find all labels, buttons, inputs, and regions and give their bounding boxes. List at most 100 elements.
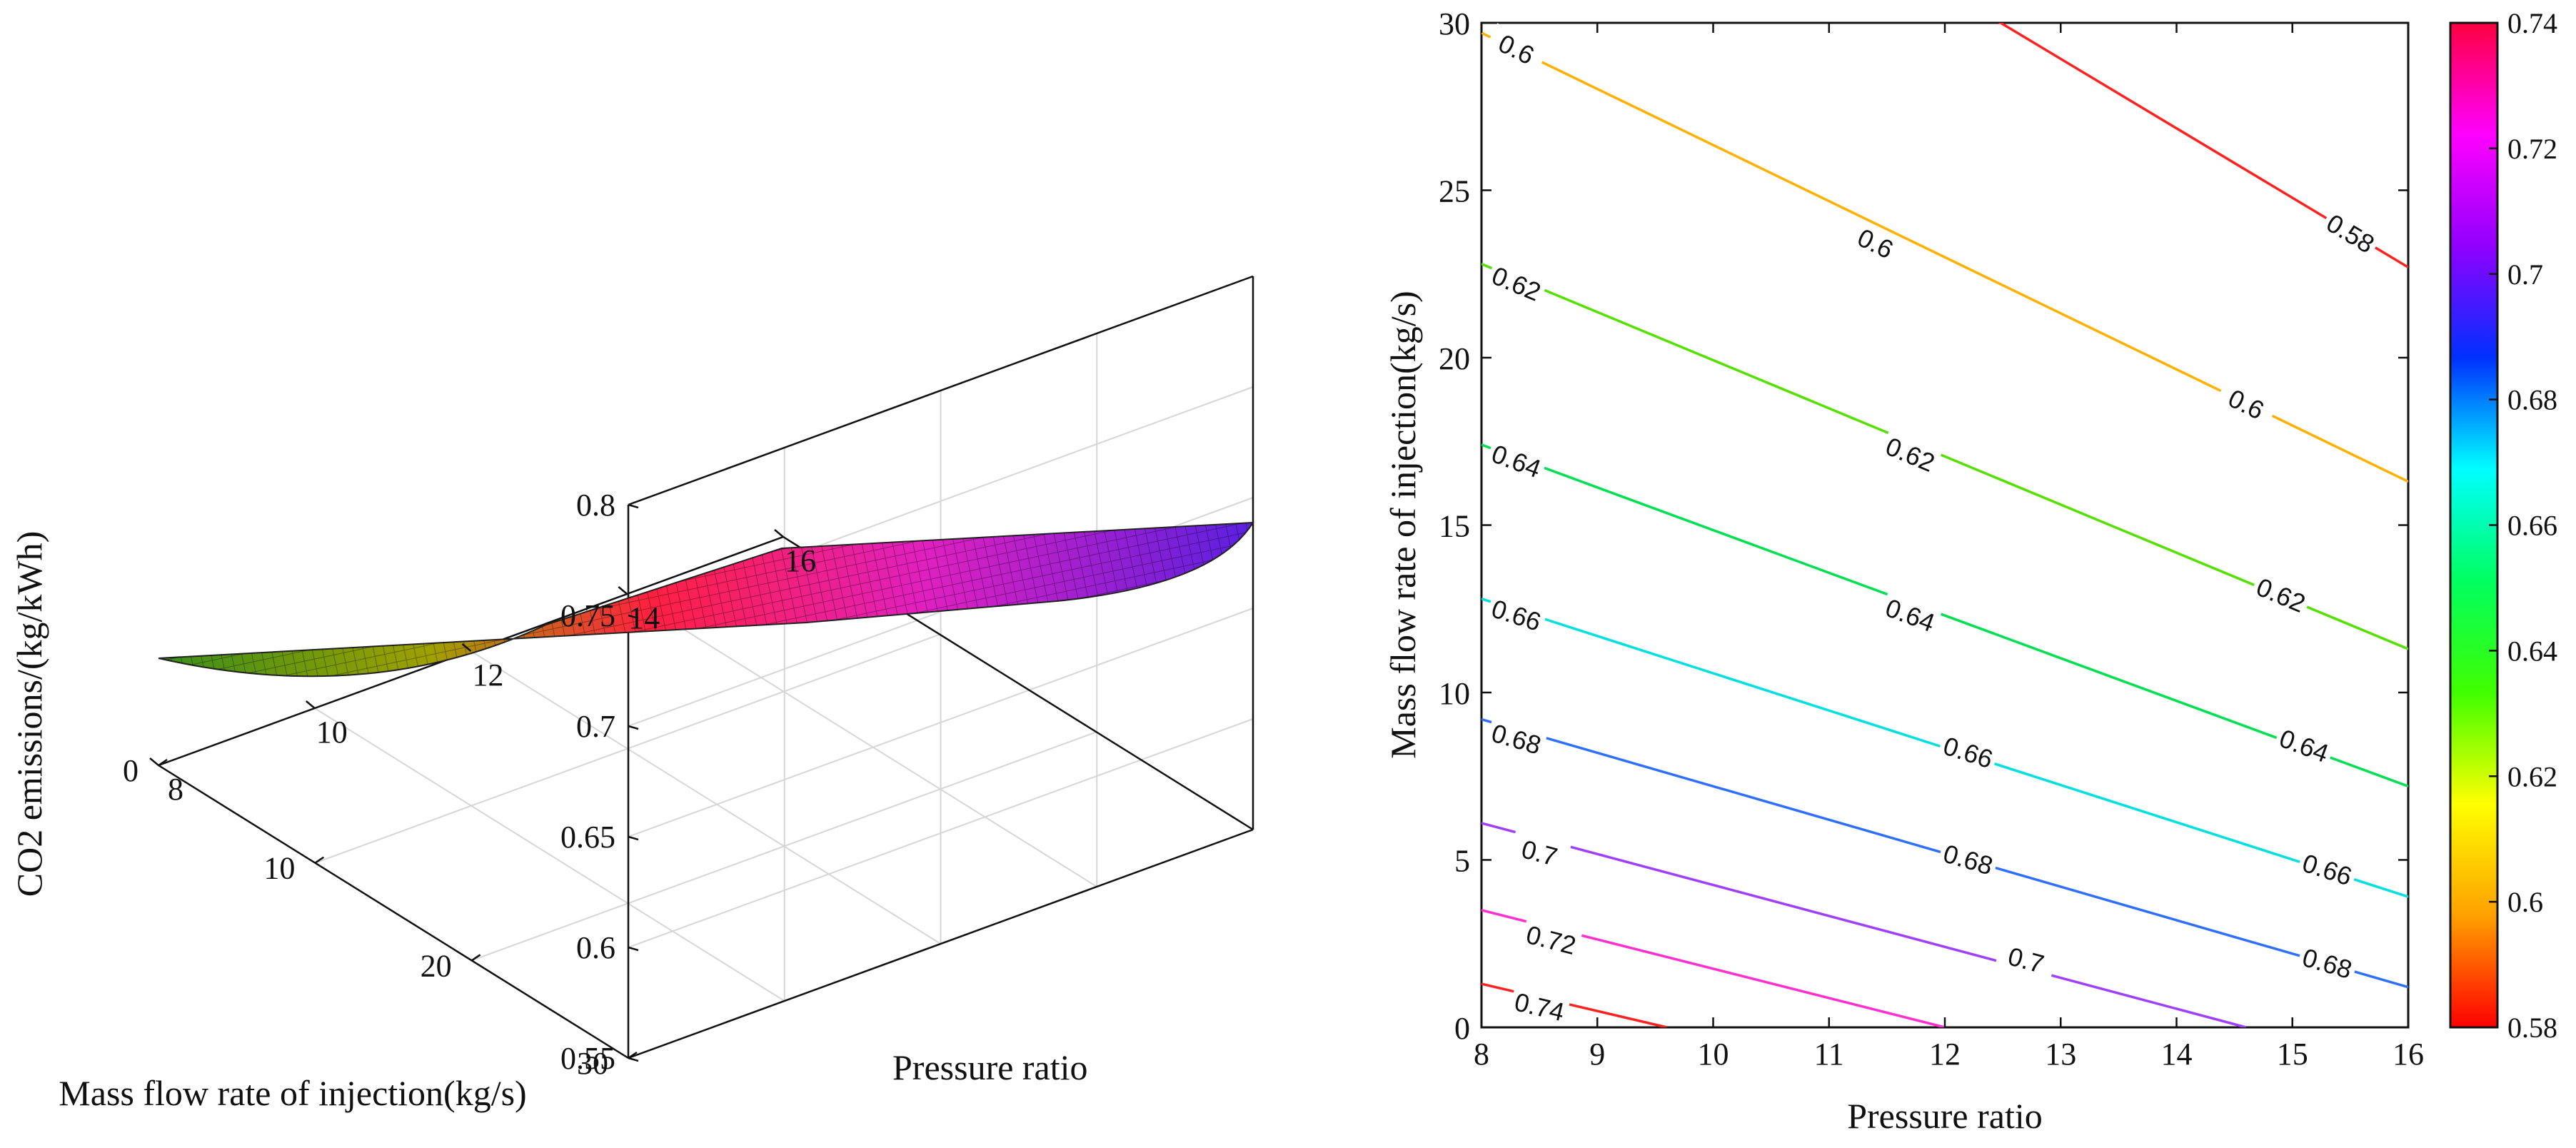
surface-x-axis-label: Pressure ratio <box>892 1047 1088 1087</box>
surface-grid-x-floor <box>314 708 785 1002</box>
surface-y-tick <box>628 1051 638 1059</box>
colorbar-tick-label: 0.66 <box>2507 510 2557 542</box>
surface-tick-labels: 0.55 0.6 0.65 0.7 0.75 0.8 0 10 20 30 8 10 12 14 16 <box>123 488 816 1081</box>
contour-label-bg <box>1936 729 2001 774</box>
contour-x-tick-label: 14 <box>2161 1037 2193 1072</box>
surface-x-tick <box>149 757 159 766</box>
surface-x-tick-label: 14 <box>628 600 660 635</box>
contour-x-tick-label: 8 <box>1474 1037 1489 1072</box>
surface-z-axis-label: CO2 emissions/(kg/kWh) <box>9 531 49 897</box>
contour-label-bg <box>1520 917 1583 960</box>
surface-grid-x-floor <box>470 650 942 945</box>
contour-label: 0.64 <box>1878 590 1943 638</box>
surface-z-tick <box>628 946 639 952</box>
surface-x-tick <box>618 586 628 595</box>
surface-z-tick-label: 0.6 <box>576 930 615 965</box>
colorbar-tick-label: 0.6 <box>2507 886 2543 918</box>
contour-label-bg <box>2273 721 2337 768</box>
contour-label-bg <box>2295 846 2360 891</box>
contour-axes-frame <box>1480 21 2410 1029</box>
contour-line-0.74 <box>1481 982 1668 1027</box>
contour-y-tick-label: 25 <box>1439 174 1470 209</box>
contour-x-tick-label: 13 <box>2045 1037 2076 1072</box>
contour-y-tick-label: 30 <box>1439 6 1470 41</box>
surface-box-edge <box>628 828 1254 1059</box>
colorbar-ticks: 0.58 0.6 0.62 0.64 0.66 0.68 0.7 0.72 0.74 <box>2489 7 2557 1044</box>
surface-z-tick-label: 0.8 <box>576 488 615 523</box>
contour-label-bg <box>2295 940 2359 985</box>
contour-label-bg <box>1937 837 2000 880</box>
surface-y-tick-label: 10 <box>263 851 295 886</box>
contour-y-tick-label: 15 <box>1439 509 1470 544</box>
contour-label-bg <box>1484 436 1549 484</box>
surface-x-tick <box>305 700 316 709</box>
colorbar-tick-label: 0.68 <box>2507 384 2557 416</box>
contour-y-axis-label: Mass flow rate of injection(kg/s) <box>1383 291 1423 758</box>
contour-x-tick-label: 10 <box>1698 1037 1729 1072</box>
surface-z-tick <box>628 614 639 620</box>
contour-x-tick-label: 9 <box>1589 1037 1605 1072</box>
contour-x-tick-label: 11 <box>1814 1037 1844 1072</box>
colorbar-tick-label: 0.72 <box>2507 133 2557 165</box>
contour-label-bg <box>1878 590 1943 638</box>
surface-plot-3d: 0.55 0.6 0.65 0.7 0.75 0.8 0 10 20 30 8 10 12 14 16 CO… <box>9 275 1254 1113</box>
contour-tick-labels: 8 9 10 11 12 13 14 15 16 0 5 10 15 20 25 30 <box>1439 6 2424 1072</box>
contour-plot: 0.580.60.60.60.620.620.620.640.640.640.6… <box>1383 6 2424 1136</box>
contour-label-bg <box>1995 937 2058 980</box>
contour-label: 0.62 <box>2249 570 2313 618</box>
surface-y-tick-label: 0 <box>123 753 139 788</box>
surface-z-tick <box>628 503 639 509</box>
surface-box-edge <box>158 764 629 1059</box>
colorbar-tick-label: 0.74 <box>2507 7 2557 39</box>
surface-z-tick <box>628 725 639 730</box>
contour-label-bg <box>1509 985 1571 1027</box>
surface-y-tick <box>314 856 325 864</box>
contour-label-bg <box>2319 206 2383 260</box>
contour-y-tick-label: 10 <box>1439 676 1470 711</box>
colorbar-tick-label: 0.7 <box>2507 258 2543 291</box>
colorbar-tick-label: 0.62 <box>2507 760 2557 792</box>
contour-y-tick-label: 0 <box>1454 1011 1470 1046</box>
contour-label-bg <box>1843 217 1908 268</box>
contour-label-bg <box>1484 23 1549 74</box>
contour-x-tick-label: 12 <box>1929 1037 1961 1072</box>
contour-y-tick-label: 5 <box>1454 844 1470 879</box>
surface-z-tick-label: 0.75 <box>560 598 615 633</box>
co2-surface <box>158 521 1254 678</box>
contour-line-0.7 <box>1481 822 2247 1027</box>
contour-label-bg <box>1485 716 1549 760</box>
surface-grid-x-floor <box>626 593 1097 887</box>
contour-line-0.64 <box>1481 443 2408 787</box>
surface-z-tick <box>628 1057 639 1062</box>
contour-label-bg <box>1485 591 1549 637</box>
contour-label-bg <box>1878 429 1943 478</box>
surface-x-tick-label: 8 <box>168 772 183 807</box>
surface-y-axis-label: Mass flow rate of injection(kg/s) <box>59 1073 526 1113</box>
contour-x-tick-label: 15 <box>2277 1037 2308 1072</box>
co2-surface-mesh <box>159 523 1253 677</box>
surface-x-tick-label: 10 <box>316 715 348 750</box>
surface-y-tick <box>158 758 168 767</box>
surface-z-tick-label: 0.65 <box>560 820 615 855</box>
contour-line-0.62 <box>1481 263 2408 650</box>
contour-label-bg <box>1508 830 1571 873</box>
colorbar-tick-label: 0.58 <box>2507 1012 2557 1044</box>
contour-label: 0.7 <box>1995 937 2058 980</box>
surface-z-tick-label: 0.55 <box>560 1041 615 1076</box>
surface-box-edge <box>628 275 1254 506</box>
colorbar-tick-label: 0.64 <box>2507 635 2557 667</box>
surface-y-tick <box>471 954 481 962</box>
surface-x-tick-label: 12 <box>473 658 504 693</box>
contour-label-bg <box>1484 258 1549 307</box>
contour-y-tick-label: 20 <box>1439 341 1470 376</box>
surface-y-tick-label: 30 <box>577 1046 608 1081</box>
contour-x-tick-label: 16 <box>2393 1037 2424 1072</box>
contour-x-axis-label: Pressure ratio <box>1847 1096 2043 1136</box>
surface-z-tick <box>628 835 639 841</box>
surface-z-tick-label: 0.7 <box>576 709 615 744</box>
surface-grid-y-floor <box>471 731 1097 962</box>
surface-x-tick <box>774 529 784 538</box>
contour-label-bg <box>2215 378 2279 429</box>
colorbar: 0.58 0.6 0.62 0.64 0.66 0.68 0.7 0.72 0.74 <box>2449 7 2557 1044</box>
